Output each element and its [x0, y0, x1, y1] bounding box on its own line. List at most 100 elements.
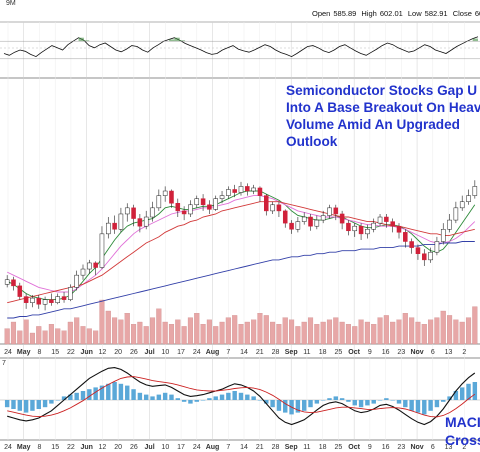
macd-histogram-bar: [200, 400, 206, 401]
macd-histogram-bar: [295, 400, 301, 413]
x-tick-label: 18: [319, 349, 327, 356]
macd-histogram-bar: [74, 392, 79, 400]
x-tick-label: 15: [51, 444, 59, 451]
volume-bar: [181, 326, 187, 345]
candle-down: [232, 189, 237, 193]
volume-bar: [289, 319, 295, 345]
macd-histogram-bar: [36, 400, 41, 409]
x-tick-label: Sep: [285, 349, 298, 356]
x-tick-label: 17: [177, 444, 185, 451]
volume-bar: [156, 308, 162, 345]
candle-up: [238, 186, 244, 193]
x-tick-label: Jun: [80, 444, 92, 451]
candle-down: [396, 225, 402, 233]
volume-bar: [219, 321, 225, 345]
volume-bar: [326, 319, 333, 345]
macd-x-axis: 24 May 8 15 22 Jun 12 20 26 Jul 10 17 24 Aug 7 14 21 28 Se…: [4, 444, 466, 451]
macd-histogram-bar: [106, 383, 111, 400]
macd-histogram-bar: [226, 392, 231, 400]
macd-histogram-bar: [188, 400, 193, 404]
macd-histogram-bar: [365, 400, 370, 406]
volume-bar: [421, 324, 427, 345]
x-tick-label: 21: [256, 444, 264, 451]
macd-histogram-bar: [156, 394, 162, 400]
candle-down: [346, 222, 351, 232]
price-candles: [4, 180, 478, 311]
close-label: Close: [452, 9, 472, 18]
macd-histogram-bar: [137, 392, 143, 400]
macd-histogram-bar: [409, 400, 414, 411]
candle-down: [11, 279, 16, 287]
candle-up: [99, 233, 105, 268]
candle-up: [80, 268, 86, 276]
macd-histogram-bar: [339, 398, 345, 400]
macd-histogram-bar: [61, 396, 67, 400]
volume-bar: [61, 330, 67, 345]
x-tick-label: Aug: [206, 444, 220, 451]
macd-histogram-bar: [403, 400, 408, 408]
volume-bar: [232, 315, 238, 345]
x-tick-label: 12: [99, 349, 107, 356]
candle-up: [118, 213, 124, 230]
candle-down: [175, 203, 181, 212]
candle-up: [150, 207, 155, 218]
macd-histogram-bar: [131, 389, 136, 400]
macd-histogram-bar: [150, 396, 155, 400]
candle-up: [106, 222, 111, 235]
x-tick-label: 24: [4, 349, 12, 356]
volume-bar: [118, 319, 124, 345]
price-x-axis: 24 May 8 15 22 Jun 12 20 26 Jul 10 17 24 Aug 7 14 21 28 Se…: [4, 349, 466, 356]
macd-histogram-bar: [447, 396, 452, 400]
macd-histogram-bar: [251, 396, 256, 400]
volume-bar: [131, 324, 137, 345]
x-tick-label: 12: [99, 444, 107, 451]
moving-averages: [7, 190, 476, 319]
candle-up: [74, 274, 79, 288]
volume-bar: [213, 326, 219, 345]
x-tick-label: 25: [335, 349, 343, 356]
candle-down: [169, 190, 174, 204]
x-tick-label: Oct: [348, 444, 360, 451]
ma-longest-line: [7, 241, 475, 319]
macd-histogram-bar: [4, 400, 10, 408]
candle-down: [257, 187, 263, 196]
volume-bar: [415, 321, 421, 345]
macd-histogram-bar: [80, 391, 86, 400]
volume-bar: [314, 324, 320, 345]
x-tick-label: May: [17, 444, 31, 451]
macd-histogram-bar: [194, 400, 199, 402]
volume-bar: [112, 317, 118, 345]
macd-histogram-bar: [162, 392, 168, 400]
low-label: Low: [407, 9, 422, 18]
candle-up: [459, 201, 465, 209]
macd-histogram-bar: [301, 400, 307, 411]
volume-bar: [459, 321, 465, 345]
x-tick-label: 9: [368, 349, 372, 356]
x-tick-label: 17: [177, 349, 185, 356]
volume-bar: [453, 319, 459, 345]
x-tick-label: 6: [431, 349, 435, 356]
x-tick-label: Nov: [410, 349, 423, 356]
candle-down: [17, 285, 23, 297]
x-tick-label: Nov: [410, 444, 423, 451]
macd-histogram-bar: [371, 400, 376, 404]
macd-histogram-bar: [472, 382, 478, 400]
macd-histogram-bar: [143, 394, 149, 400]
volume-bar: [465, 317, 472, 345]
volume-bar: [67, 321, 73, 345]
x-tick-label: 20: [114, 349, 122, 356]
oscillator-overbought-fill: [179, 40, 186, 42]
candle-up: [472, 186, 478, 196]
volume-bar: [434, 317, 440, 345]
volume-bar: [383, 315, 389, 345]
macd-histogram-bar: [219, 394, 225, 400]
x-tick-label: Jun: [80, 349, 92, 356]
x-tick-label: 13: [445, 444, 453, 451]
oscillator-overbought-fill: [174, 37, 180, 42]
volume-bar: [194, 313, 200, 345]
candle-up: [447, 219, 452, 230]
candle-down: [422, 253, 427, 261]
candle-up: [251, 187, 256, 192]
macd-panel: [4, 367, 478, 426]
candle-down: [49, 299, 54, 303]
